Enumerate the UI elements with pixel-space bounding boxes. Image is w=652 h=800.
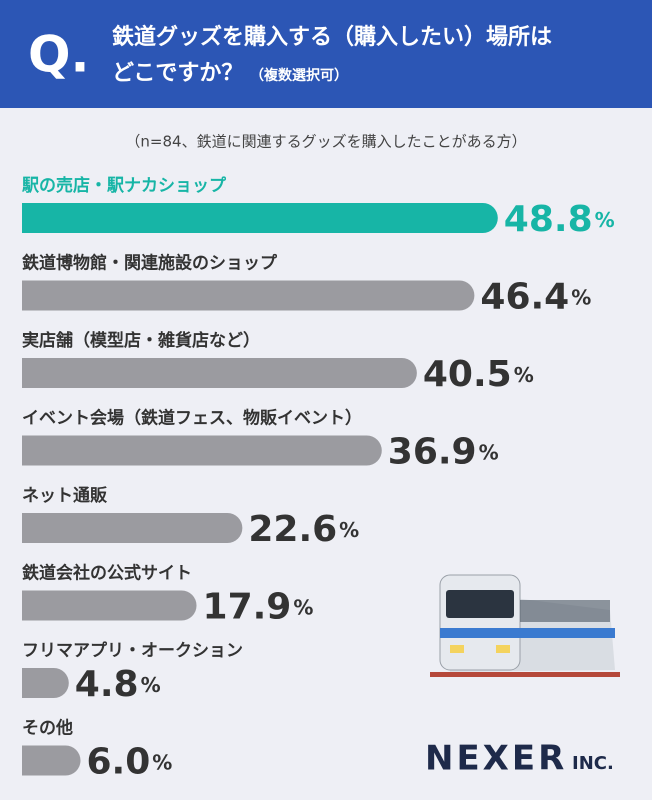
subtitle: （n=84、鉄道に関連するグッズを購入したことがある方） [125, 133, 526, 151]
value-label: 40.5% [423, 354, 534, 395]
question-mark: Q. [28, 26, 90, 84]
header-band [0, 0, 652, 108]
bar-left-edge [22, 203, 37, 233]
category-label: 鉄道会社の公式サイト [22, 563, 192, 584]
bar-left-edge [22, 745, 37, 776]
train-illustration [430, 574, 620, 677]
bar [22, 513, 243, 543]
bar-left-edge [22, 280, 37, 311]
bar [22, 435, 382, 466]
category-label: 実店舗（模型店・雑貨店など） [22, 330, 260, 351]
category-label: イベント会場（鉄道フェス、物販イベント） [22, 408, 362, 429]
category-label: その他 [22, 718, 73, 739]
bar [22, 203, 498, 233]
brand-suffix: INC. [572, 753, 614, 774]
title-note: （複数選択可） [250, 67, 348, 84]
value-label: 48.8% [504, 199, 615, 240]
category-label: フリマアプリ・オークション [22, 640, 243, 661]
value-label: 22.6% [248, 509, 359, 550]
value-label: 4.8% [75, 664, 161, 705]
bar [22, 280, 475, 311]
bar [22, 358, 417, 388]
bar-left-edge [22, 513, 37, 543]
category-label: 駅の売店・駅ナカショップ [21, 175, 227, 196]
bar-left-edge [22, 358, 37, 388]
brand: NEXER [425, 739, 567, 779]
value-label: 17.9% [203, 587, 314, 628]
value-label: 46.4% [480, 277, 591, 318]
title-line: 鉄道グッズを購入する（購入したい）場所は [112, 24, 552, 50]
category-label: 鉄道博物館・関連施設のショップ [22, 253, 278, 274]
category-label: ネット通販 [22, 485, 108, 506]
bar [22, 590, 197, 621]
title-line: どこですか？ [112, 61, 243, 86]
bar-left-edge [22, 668, 37, 698]
value-label: 36.9% [388, 432, 499, 473]
value-label: 6.0% [87, 742, 173, 783]
bar-left-edge [22, 435, 37, 466]
bar-left-edge [22, 590, 37, 621]
